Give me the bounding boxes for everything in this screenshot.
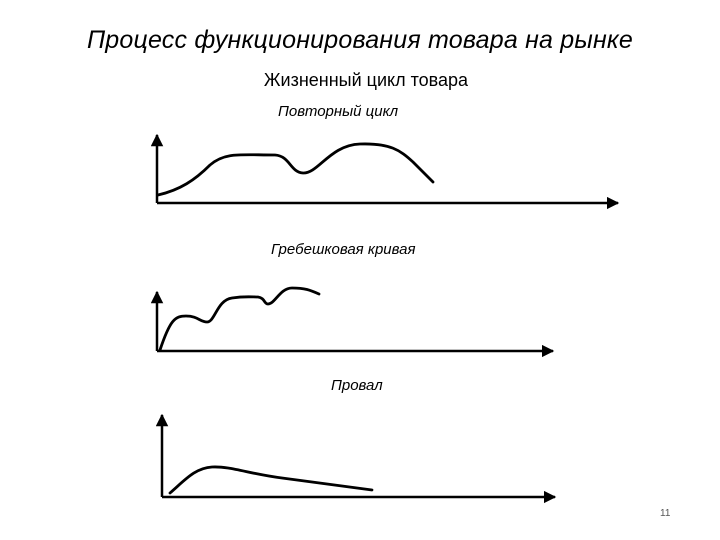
repeat-cycle-label: Повторный цикл	[278, 103, 399, 120]
scalloped-curve-label: Гребешковая кривая	[271, 241, 416, 258]
scalloped-curve-diagram	[150, 286, 555, 358]
failure-label: Провал	[331, 377, 383, 394]
repeat-cycle-diagram	[150, 133, 620, 210]
page-number: 11	[660, 508, 671, 519]
failure-diagram	[155, 413, 557, 504]
scalloped-curve	[158, 286, 321, 352]
slide-title: Процесс функционирования товара на рынке	[86, 26, 634, 54]
slide-subtitle: Жизненный цикл товара	[263, 70, 469, 90]
failure-curve	[168, 465, 374, 495]
repeat-cycle-curve	[156, 142, 435, 197]
